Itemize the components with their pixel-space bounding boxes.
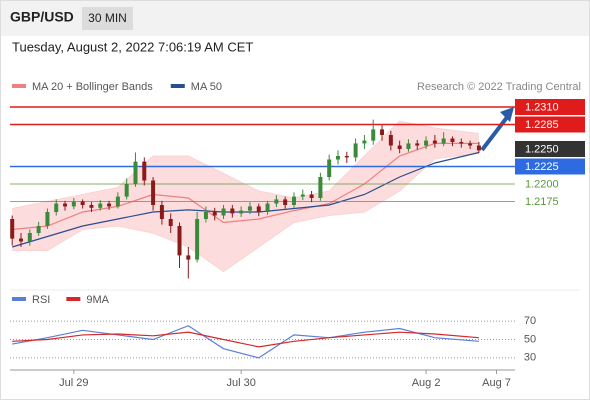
legend-swatch: [12, 297, 26, 301]
candle-body: [300, 194, 305, 197]
symbol: GBP/USD: [10, 9, 74, 25]
indicator-line: [12, 331, 479, 348]
candle-body: [54, 203, 59, 212]
level-label: 1.2175: [525, 196, 559, 208]
candle-body: [476, 145, 481, 151]
candle-body: [406, 143, 411, 149]
arrow: [480, 114, 510, 152]
timeframe-button[interactable]: [82, 7, 133, 30]
x-tick-label: Jul 30: [226, 377, 255, 389]
candle-body: [159, 205, 164, 219]
level-box: [515, 99, 585, 115]
candle-body: [247, 206, 252, 211]
level-label: 1.2200: [525, 178, 559, 190]
candle-body: [71, 201, 76, 207]
level-label: 1.2285: [525, 119, 559, 131]
candle-body: [318, 177, 323, 198]
candle-body: [186, 255, 191, 260]
candle-body: [80, 201, 85, 205]
candle-body: [327, 159, 332, 177]
level-box: [515, 141, 585, 157]
candle-body: [265, 203, 270, 212]
legend-label: MA 20 + Bollinger Bands: [32, 81, 153, 93]
candle-body: [336, 156, 341, 160]
candle-body: [353, 143, 358, 158]
band-edge: [12, 152, 479, 273]
candle-body: [239, 210, 244, 214]
candle-body: [309, 194, 314, 198]
y-tick-label: 70: [524, 315, 536, 327]
candle-body: [291, 196, 296, 205]
candle-body: [124, 184, 129, 197]
candle-body: [380, 129, 385, 135]
level-box: [515, 116, 585, 133]
level-label: 1.2310: [525, 101, 559, 113]
candle-body: [151, 180, 156, 205]
x-tick-label: Jul 29: [59, 377, 88, 389]
candle-body: [274, 199, 279, 204]
candle-body: [424, 140, 429, 146]
x-tick-label: Aug 2: [412, 377, 441, 389]
candle-body: [177, 226, 182, 256]
band-edge: [12, 120, 479, 209]
legend-label: RSI: [32, 294, 50, 306]
candle-body: [441, 138, 446, 144]
credit: Research © 2022 Trading Central: [417, 81, 581, 93]
candle-body: [230, 208, 235, 214]
candle-body: [10, 219, 15, 239]
level-label: 1.2250: [525, 143, 559, 155]
candle-body: [195, 219, 200, 260]
candle-body: [142, 161, 147, 181]
level-label: 1.2225: [525, 161, 559, 173]
candle-body: [212, 212, 217, 216]
indicator-line: [12, 325, 479, 359]
candle-body: [203, 212, 208, 219]
candle-body: [459, 142, 464, 144]
candle-body: [450, 138, 455, 142]
candle-body: [362, 140, 367, 144]
legend-label: 9MA: [86, 294, 109, 306]
legend-swatch: [170, 84, 185, 88]
y-tick-label: 50: [524, 333, 536, 345]
candle-body: [397, 145, 402, 149]
level-box: [515, 158, 585, 175]
legend-label: MA 50: [191, 81, 222, 93]
candle-body: [63, 203, 68, 207]
arrow-head: [500, 107, 514, 122]
y-tick-label: 30: [524, 352, 536, 364]
candle-body: [344, 156, 349, 158]
candle-body: [98, 203, 103, 208]
candle-body: [256, 206, 261, 212]
legend-swatch: [12, 84, 26, 88]
candle-body: [283, 199, 288, 205]
candle-body: [371, 129, 376, 141]
datetime: Tuesday, August 2, 2022 7:06:19 AM CET: [12, 39, 253, 54]
legend-swatch: [66, 297, 81, 301]
candle-body: [221, 208, 226, 216]
candle-body: [107, 203, 112, 207]
candle-body: [133, 161, 138, 184]
candle-body: [89, 205, 94, 208]
timeframe[interactable]: 30 MIN: [88, 11, 127, 25]
candle-body: [27, 233, 32, 242]
candle-body: [168, 219, 173, 226]
candle-body: [36, 226, 41, 233]
candle-body: [468, 143, 473, 146]
candle-body: [115, 196, 120, 207]
candle-body: [388, 135, 393, 146]
x-tick-label: Aug 7: [482, 377, 511, 389]
candle-body: [45, 212, 50, 226]
candle-body: [415, 143, 420, 146]
candle-body: [432, 140, 437, 144]
indicator-line: [12, 142, 479, 231]
candle-body: [19, 238, 24, 242]
